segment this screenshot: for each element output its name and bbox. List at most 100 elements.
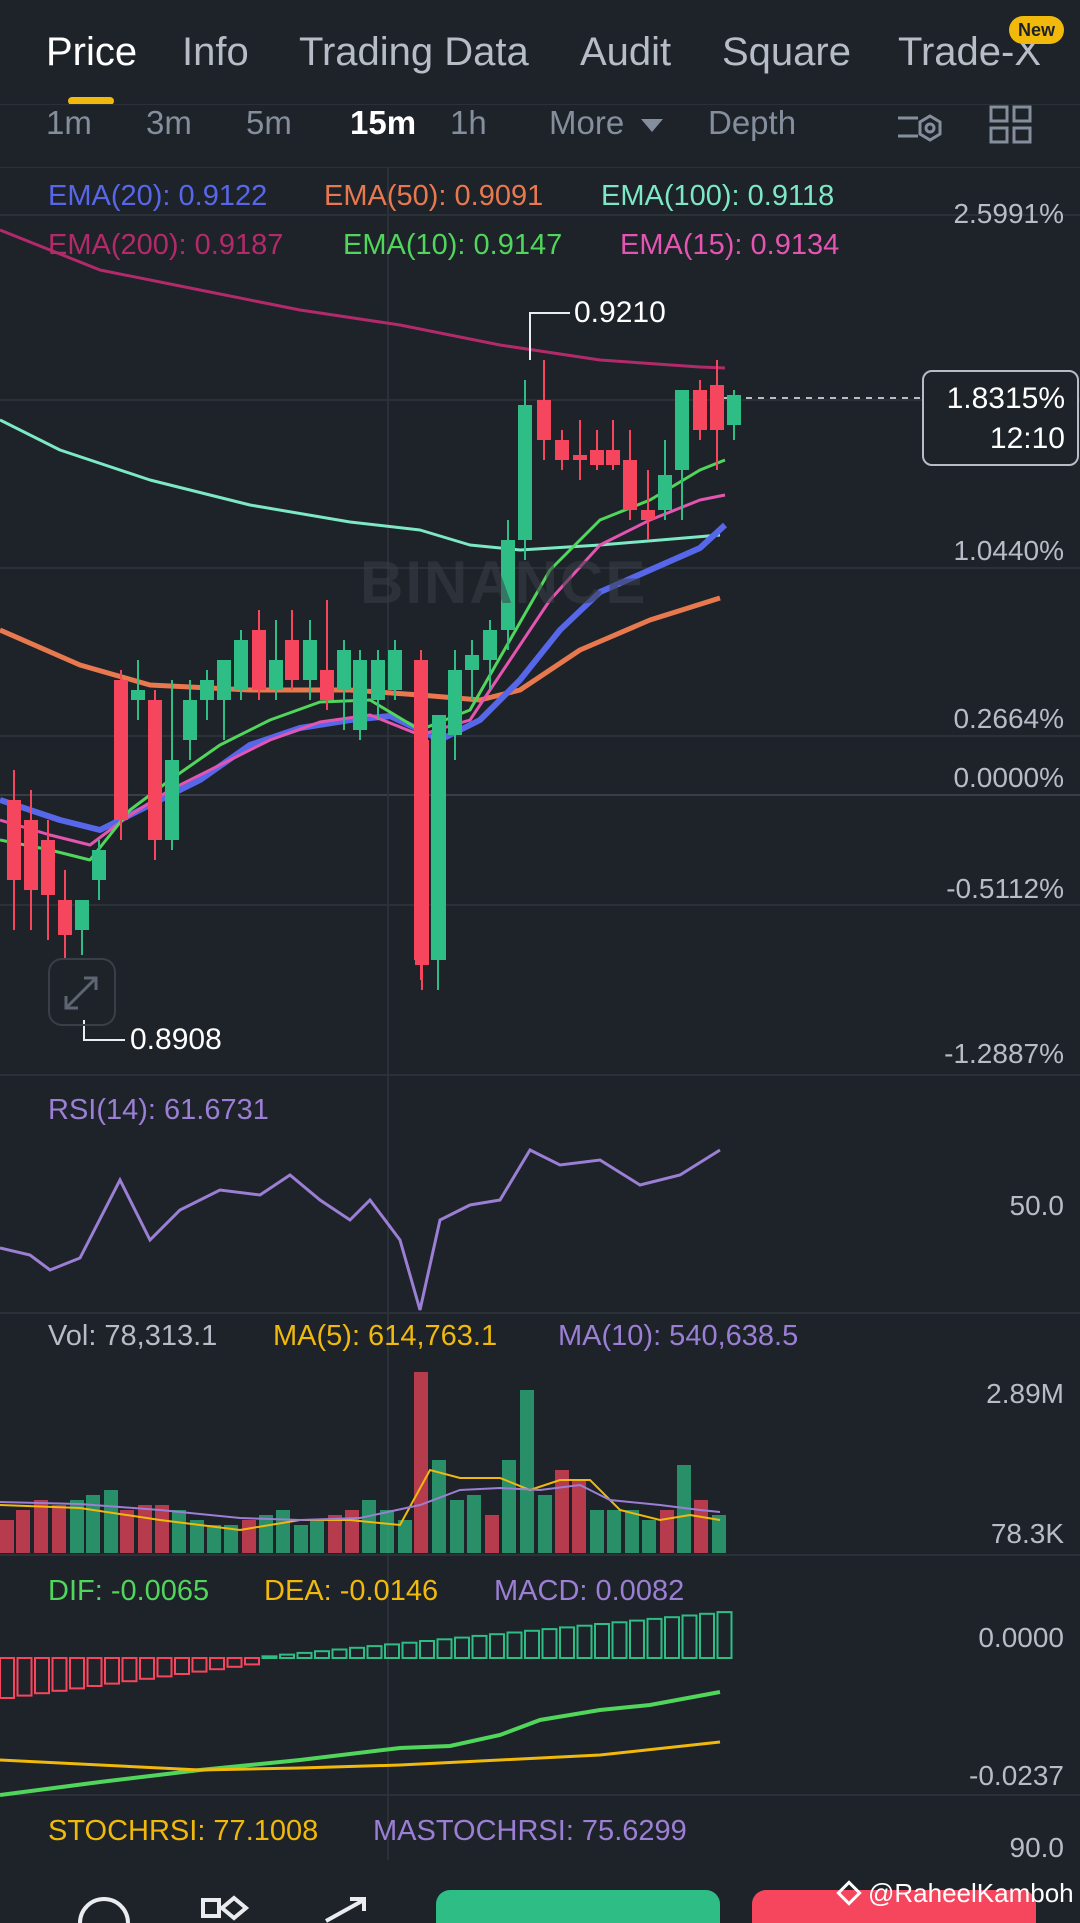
- volume-ma10-label: MA(10): 540,638.5: [558, 1320, 799, 1352]
- timeframe-3m[interactable]: 3m: [146, 104, 192, 141]
- macd-histogram-bar: [331, 1648, 348, 1659]
- price-axis-label: -0.5112%: [946, 873, 1064, 904]
- stochrsi-label: STOCHRSI: 77.1008: [48, 1815, 319, 1847]
- macd-histogram-bar: [524, 1629, 540, 1660]
- tab-price[interactable]: Price: [46, 30, 138, 74]
- volume-bar: [712, 1515, 726, 1553]
- high-price-label: 0.9210: [574, 296, 666, 329]
- candle-body: [183, 700, 197, 740]
- candle-body: [727, 395, 741, 425]
- macd-histogram-bar: [261, 1655, 278, 1660]
- timeframe-15m[interactable]: 15m: [350, 104, 417, 141]
- candle-body: [285, 640, 299, 680]
- price-axis-label: 0.0000%: [953, 762, 1064, 793]
- candle-body: [432, 715, 446, 960]
- low-price-label: 0.8908: [130, 1023, 222, 1056]
- macd-dif-label: DIF: -0.0065: [48, 1575, 210, 1607]
- volume-bar: [16, 1510, 30, 1553]
- macd-histogram-bar: [489, 1633, 505, 1659]
- candle-body: [200, 680, 214, 700]
- macd-histogram-bar: [51, 1657, 68, 1692]
- candle-body: [388, 650, 402, 690]
- volume-bar: [538, 1495, 552, 1553]
- candle-body: [92, 850, 106, 880]
- volume-bar: [276, 1510, 290, 1553]
- expand-chart-button[interactable]: [48, 958, 116, 1026]
- volume-bar: [625, 1510, 639, 1553]
- volume-bar: [328, 1515, 342, 1553]
- active-tab-indicator: [68, 97, 114, 105]
- macd-histogram-bar: [121, 1657, 138, 1683]
- volume-bar: [294, 1525, 308, 1553]
- volume-ma5-line: [0, 1468, 721, 1532]
- more-options-icon[interactable]: [76, 1895, 132, 1923]
- chart-settings-icon[interactable]: [896, 108, 944, 148]
- price-axis-label: 1.0440%: [953, 535, 1064, 566]
- share-icon[interactable]: [322, 1895, 372, 1923]
- volume-bar: [642, 1520, 656, 1553]
- macd-histogram-bar: [314, 1650, 330, 1659]
- macd-histogram-bar: [384, 1643, 400, 1660]
- volume-bar: [485, 1515, 499, 1553]
- candle-body: [537, 400, 551, 440]
- tab-square[interactable]: Square: [722, 30, 851, 74]
- macd-histogram-bar: [139, 1657, 155, 1680]
- volume-bar: [520, 1390, 534, 1553]
- ema100-line: [0, 418, 721, 552]
- macd-histogram-bar: [104, 1657, 120, 1685]
- timeframe-1h[interactable]: 1h: [450, 104, 487, 141]
- volume-bar: [572, 1480, 586, 1553]
- volume-bar: [467, 1495, 481, 1553]
- timeframe-5m[interactable]: 5m: [246, 104, 292, 141]
- macd-histogram-bar: [191, 1657, 208, 1673]
- volume-bar: [120, 1510, 134, 1553]
- macd-histogram-bar: [209, 1657, 225, 1671]
- watermark-logo: BINANCE: [360, 549, 648, 616]
- volume-bar: [694, 1500, 708, 1553]
- macd-dea-label: DEA: -0.0146: [264, 1575, 439, 1607]
- macd-histogram-bar: [16, 1657, 33, 1697]
- ema20-label: EMA(20): 0.9122: [48, 180, 268, 212]
- ema100-label: EMA(100): 0.9118: [601, 180, 835, 212]
- volume-bar: [555, 1470, 569, 1553]
- sell-button[interactable]: [752, 1890, 1036, 1923]
- macd-histogram-bar: [471, 1634, 488, 1660]
- candle-body: [131, 690, 145, 700]
- volume-bar: [52, 1505, 66, 1553]
- candle-body: [501, 540, 515, 630]
- macd-histogram-bar: [594, 1623, 610, 1659]
- ema10-line: [0, 458, 726, 862]
- macd-histogram-bar: [629, 1619, 645, 1659]
- more-dropdown[interactable]: More: [549, 104, 664, 142]
- candle-body: [269, 660, 283, 690]
- markets-grid-icon[interactable]: [200, 1895, 252, 1923]
- low-marker: [83, 1020, 125, 1041]
- candle-body: [465, 655, 479, 670]
- candle-body: [623, 460, 637, 510]
- volume-bar: [380, 1510, 394, 1553]
- candle-body: [41, 840, 55, 895]
- depth-tab[interactable]: Depth: [708, 104, 797, 141]
- tab-trading-data[interactable]: Trading Data: [299, 30, 529, 74]
- tab-audit[interactable]: Audit: [580, 30, 672, 74]
- layout-grid-icon[interactable]: [988, 104, 1034, 148]
- tab-info[interactable]: Info: [182, 30, 249, 74]
- volume-bar: [502, 1460, 516, 1553]
- price-axis-label: -1.2887%: [944, 1038, 1064, 1069]
- top-tab-bar: Price Info Trading Data Audit Square Tra…: [0, 0, 1080, 105]
- buy-button[interactable]: [436, 1890, 720, 1923]
- volume-bar: [34, 1500, 48, 1553]
- volume-bar: [138, 1505, 152, 1553]
- candle-body: [606, 450, 620, 465]
- volume-bar: [0, 1520, 14, 1553]
- volume-bar: [259, 1515, 273, 1553]
- candle-body: [353, 660, 367, 730]
- new-badge: New: [1009, 16, 1064, 44]
- macd-histogram-bar: [279, 1653, 295, 1659]
- timeframe-1m[interactable]: 1m: [46, 104, 92, 141]
- macd-value-label: MACD: 0.0082: [494, 1575, 685, 1607]
- volume-bar: [398, 1520, 412, 1553]
- macd-histogram-bar: [174, 1657, 190, 1675]
- volume-bar: [450, 1500, 464, 1553]
